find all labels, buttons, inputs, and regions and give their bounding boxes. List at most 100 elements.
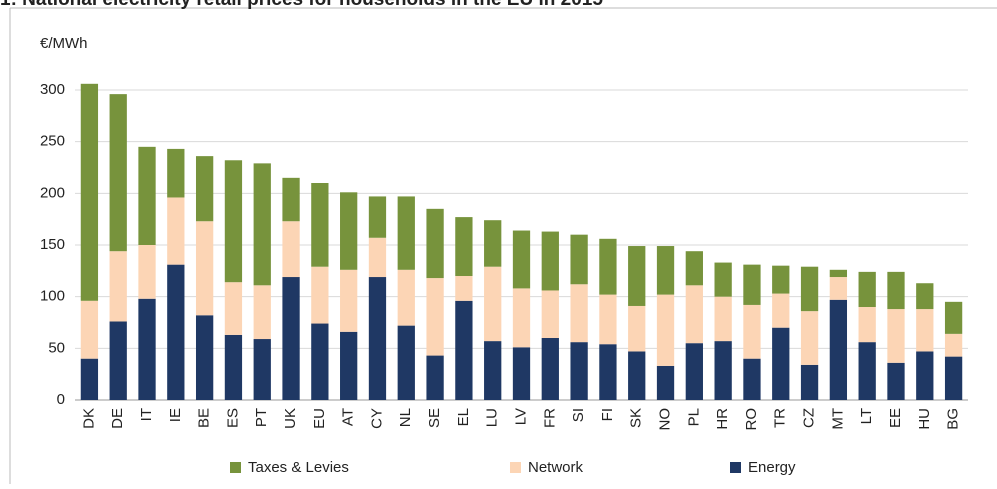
bar-segment <box>685 343 703 400</box>
x-tick-label: AT <box>340 408 357 426</box>
bar-segment <box>167 148 185 198</box>
bar-segment <box>685 251 703 286</box>
bar-segment <box>829 269 848 278</box>
legend-label: Energy <box>748 459 796 476</box>
bar-segment <box>282 277 300 400</box>
bar-segment <box>944 356 963 400</box>
bar-segment <box>829 277 848 300</box>
bar-segment <box>570 284 588 343</box>
bar-segment <box>397 196 415 270</box>
x-tick-label: SI <box>570 408 587 422</box>
y-tick-label: 50 <box>48 339 65 356</box>
y-tick-label: 0 <box>57 391 65 408</box>
x-tick-label: LU <box>484 408 501 427</box>
x-tick-label: FI <box>599 408 616 421</box>
bar-segment <box>253 339 271 400</box>
bar-segment <box>541 338 559 400</box>
bar-segment <box>426 355 444 400</box>
bar-segment <box>195 221 214 316</box>
bar-segment <box>628 246 646 306</box>
bar-segment <box>628 305 646 352</box>
bar-segment <box>195 156 214 222</box>
bar-segment <box>685 285 703 344</box>
bar-segment <box>311 266 329 324</box>
bar-segment <box>916 309 934 352</box>
bar-segment <box>599 238 617 295</box>
x-tick-label: CZ <box>801 408 818 428</box>
legend-label: Taxes & Levies <box>248 459 349 476</box>
x-tick-label: NO <box>657 408 674 431</box>
bar-segment <box>743 304 761 359</box>
bar-segment <box>167 197 185 265</box>
x-tick-label: SE <box>426 408 443 428</box>
bar-segment <box>887 271 905 310</box>
bar-segment <box>311 183 329 267</box>
bar-segment <box>512 347 531 400</box>
bar-segment <box>714 296 732 342</box>
x-tick-label: BG <box>945 408 962 430</box>
bar-segment <box>656 246 675 295</box>
bar-segment <box>800 311 819 365</box>
bar-segment <box>282 177 300 222</box>
bar-segment <box>599 294 617 345</box>
bar-segment <box>628 351 646 400</box>
bar-segment <box>368 237 387 278</box>
legend-swatch <box>230 462 241 473</box>
bar-segment <box>887 362 905 400</box>
bar-segment <box>800 364 819 400</box>
y-axis-label: €/MWh <box>40 35 88 52</box>
bar-segment <box>138 298 156 400</box>
bar-segment <box>397 269 415 326</box>
x-tick-label: TR <box>772 408 789 428</box>
bar-segment <box>455 276 473 301</box>
y-tick-label: 200 <box>40 184 65 201</box>
legend-label: Network <box>528 459 584 476</box>
bar-segment <box>109 94 127 252</box>
y-tick-label: 250 <box>40 133 65 150</box>
bar-segment <box>858 307 876 343</box>
bar-segment <box>916 351 934 400</box>
bar-segment <box>541 290 559 338</box>
x-tick-label: HR <box>714 408 731 430</box>
bar-segment <box>772 293 790 328</box>
bar-segment <box>484 266 502 342</box>
x-tick-label: BE <box>196 408 213 428</box>
bar-segment <box>772 265 790 294</box>
bar-segment <box>368 196 387 238</box>
bar-segment <box>253 163 271 286</box>
bar-segment <box>800 266 819 312</box>
bar-segment <box>397 325 415 400</box>
bar-segment <box>743 264 761 305</box>
x-tick-label: HU <box>916 408 933 430</box>
x-tick-label: IT <box>138 408 155 421</box>
x-tick-label: ES <box>224 408 241 428</box>
bar-segment <box>541 231 559 291</box>
bar-segment <box>368 277 387 400</box>
bar-segment <box>224 282 243 335</box>
x-tick-label: DK <box>80 408 97 429</box>
chart-title: 1: National electricity retail prices fo… <box>0 0 603 10</box>
x-tick-label: EU <box>311 408 328 429</box>
bar-segment <box>916 283 934 310</box>
x-tick-label: SK <box>628 408 645 428</box>
bar-segment <box>512 288 531 348</box>
bar-segment <box>340 192 358 270</box>
bar-segment <box>714 262 732 297</box>
bar-segment <box>80 358 99 400</box>
x-tick-label: MT <box>829 408 846 430</box>
bar-segment <box>570 342 588 400</box>
x-tick-label: DE <box>109 408 126 429</box>
bar-segment <box>109 321 127 400</box>
bar-segment <box>829 299 848 400</box>
x-tick-label: UK <box>282 408 299 429</box>
bar-segment <box>340 269 358 332</box>
legend-swatch <box>510 462 521 473</box>
x-tick-label: LV <box>512 408 529 425</box>
bar-segment <box>570 234 588 285</box>
bar-segment <box>138 245 156 299</box>
x-tick-label: NL <box>397 408 414 427</box>
x-tick-label: EL <box>455 408 472 426</box>
bar-segment <box>512 230 531 289</box>
bar-segment <box>484 341 502 400</box>
